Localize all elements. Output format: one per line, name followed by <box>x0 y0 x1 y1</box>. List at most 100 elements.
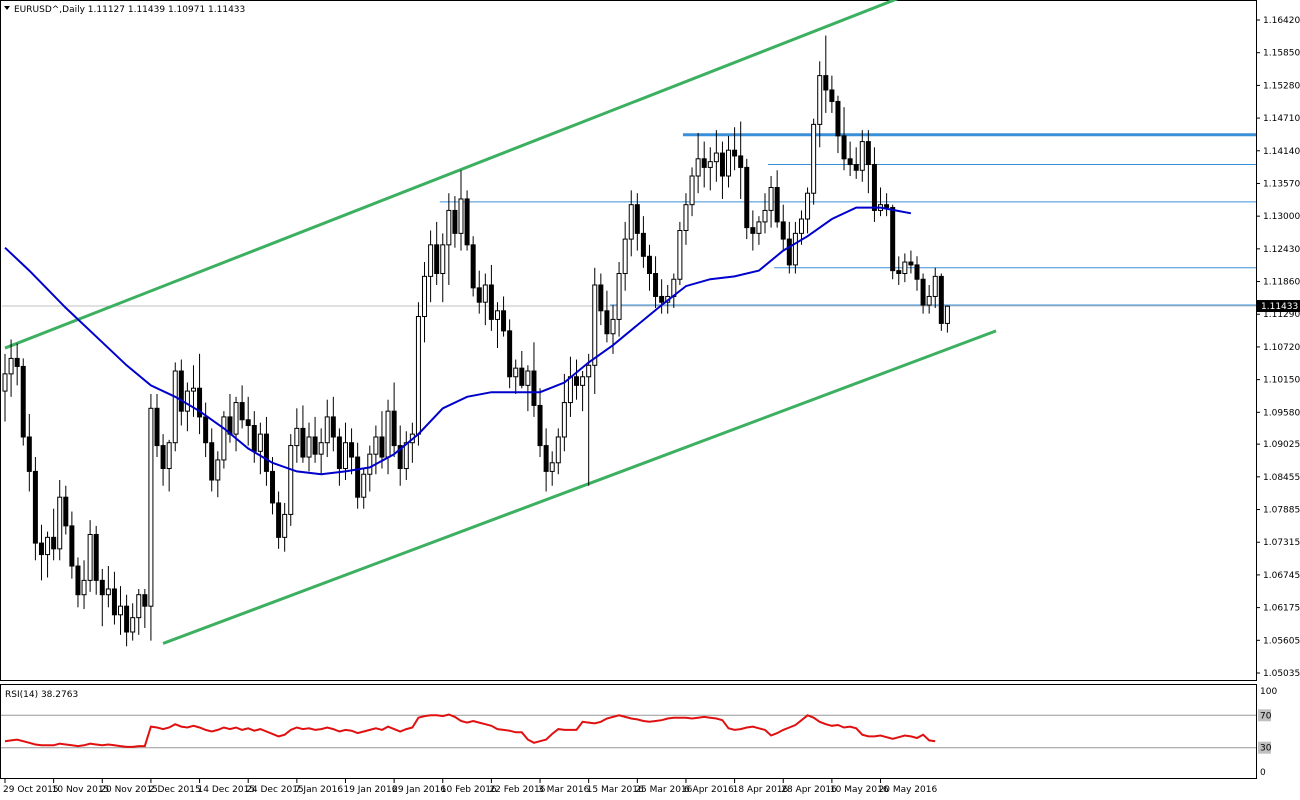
candle-body <box>482 284 488 303</box>
candle <box>726 135 732 188</box>
candle-body <box>32 470 38 544</box>
candle-body <box>355 456 361 498</box>
candle <box>713 130 719 182</box>
candle-body <box>640 232 646 257</box>
candle-body <box>701 158 707 168</box>
candle-body <box>203 416 209 444</box>
candle <box>276 491 282 549</box>
candle-body <box>628 204 634 240</box>
candle <box>215 451 221 498</box>
candle-body <box>233 402 239 435</box>
candle-body <box>592 284 598 366</box>
candle-body <box>428 244 434 277</box>
candle-body <box>726 149 732 177</box>
candle-body <box>634 204 640 234</box>
candle <box>574 359 580 400</box>
candle-body <box>130 617 136 633</box>
candle-body <box>81 579 87 596</box>
candle-body <box>780 221 786 240</box>
candle-body <box>944 305 950 324</box>
candle-body <box>476 287 482 303</box>
candle-body <box>744 166 750 229</box>
candle-body <box>397 445 403 470</box>
candle <box>440 233 446 303</box>
candle-body <box>349 442 355 458</box>
price-tick-label: 1.14140 <box>1263 147 1300 157</box>
candle <box>318 428 324 475</box>
candle-body <box>884 204 890 209</box>
candle <box>336 428 342 486</box>
candle <box>847 141 853 177</box>
candle-body <box>719 152 725 177</box>
time-tick-label: 22 Feb 2016 <box>489 785 545 795</box>
candle-body <box>914 264 920 280</box>
candle-body <box>707 161 713 168</box>
candle-body <box>561 402 567 438</box>
candle-body <box>2 373 8 392</box>
candle <box>288 434 294 526</box>
symbol-header-text: EURUSD^,Daily 1.11127 1.11439 1.10971 1.… <box>14 5 245 15</box>
candle-body <box>452 209 458 234</box>
price-tick-label: 1.13000 <box>1263 212 1300 222</box>
candle-body <box>105 588 111 596</box>
candle <box>428 230 434 303</box>
candle-body <box>677 229 683 280</box>
rsi-level-box <box>1258 741 1271 754</box>
candle-body <box>470 244 476 289</box>
candle <box>835 95 841 154</box>
price-tick-label: 1.06175 <box>1263 604 1300 614</box>
price-tick-label: 1.06745 <box>1263 571 1300 581</box>
candle <box>81 560 87 610</box>
time-tick-label: 20 Nov 2015 <box>100 785 158 795</box>
time-tick-label: 25 Mar 2016 <box>635 785 692 795</box>
candle <box>646 244 652 291</box>
candle-body <box>646 255 652 275</box>
candle <box>507 319 513 389</box>
time-tick-label: 29 Jan 2016 <box>392 785 446 795</box>
candle-body <box>148 407 154 607</box>
candle <box>567 356 573 417</box>
price-tick-label: 1.09025 <box>1263 440 1300 450</box>
candle <box>561 373 567 452</box>
candle-body <box>756 221 762 234</box>
horizontal-levels[interactable] <box>2 133 1256 307</box>
candle <box>586 353 592 486</box>
candle <box>525 365 531 412</box>
candle <box>732 127 738 171</box>
candle-body <box>282 513 288 538</box>
candle <box>148 393 154 641</box>
candle-body <box>45 536 51 556</box>
candle-body <box>938 275 944 324</box>
price-tick-label: 1.13570 <box>1263 179 1300 189</box>
candle-body <box>683 204 689 231</box>
candle-body <box>525 370 531 386</box>
candle-body <box>543 445 549 472</box>
candle <box>45 531 51 578</box>
candle-body <box>391 410 397 447</box>
candle-body <box>610 318 616 335</box>
rsi-level-box <box>1258 709 1271 722</box>
price-tick-label: 1.15280 <box>1263 81 1300 91</box>
candle <box>324 399 330 458</box>
candle <box>245 396 251 446</box>
candle <box>409 422 415 463</box>
triangle-down-icon[interactable] <box>4 6 10 10</box>
candle <box>653 256 659 308</box>
candle <box>93 525 99 595</box>
candle <box>616 262 622 337</box>
candle <box>361 468 367 509</box>
candle-body <box>166 442 172 470</box>
candle <box>458 170 464 251</box>
candle-body <box>659 295 665 303</box>
candle-body <box>792 232 798 266</box>
candle-body <box>580 376 586 386</box>
candle <box>51 508 57 561</box>
candle <box>823 35 829 113</box>
candle-body <box>318 442 324 455</box>
channel-lines[interactable] <box>4 0 997 645</box>
candle <box>932 267 938 308</box>
rsi-level-label: 0 <box>1260 768 1266 778</box>
candle-body <box>124 605 130 633</box>
candle-body <box>330 416 336 438</box>
